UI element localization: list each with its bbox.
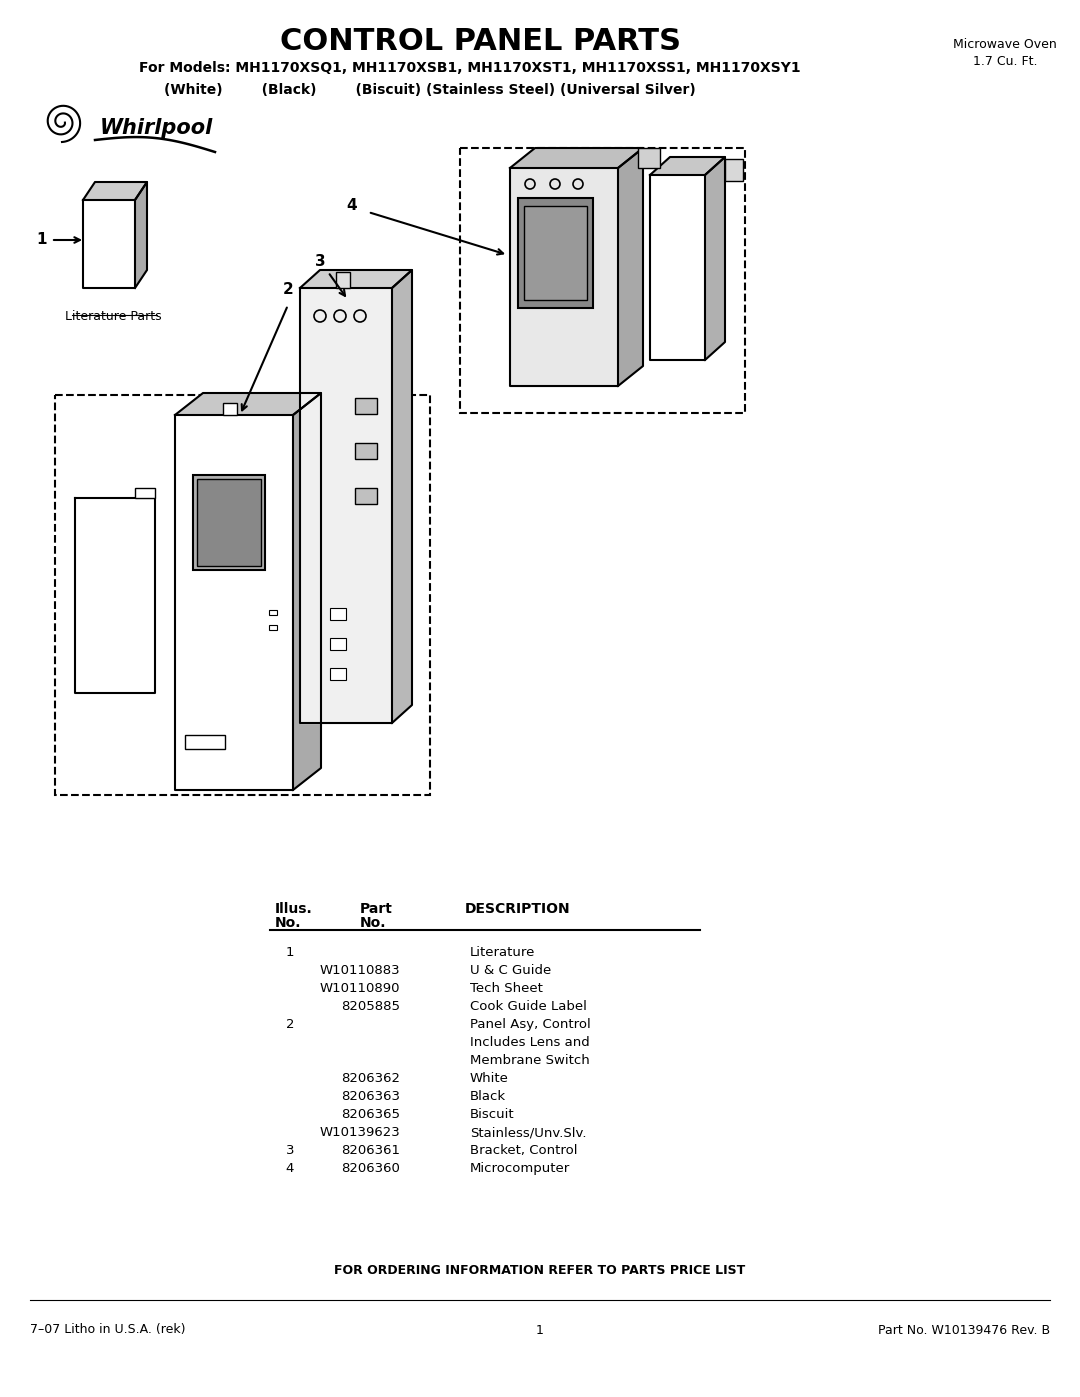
Bar — [355, 488, 377, 504]
Text: CONTROL PANEL PARTS: CONTROL PANEL PARTS — [280, 28, 680, 56]
Text: DESCRIPTION: DESCRIPTION — [465, 902, 570, 916]
Bar — [524, 205, 588, 300]
Text: W10110883: W10110883 — [320, 964, 400, 977]
Polygon shape — [510, 148, 643, 168]
Polygon shape — [83, 200, 135, 288]
Text: White: White — [470, 1071, 509, 1085]
Polygon shape — [83, 182, 147, 200]
Polygon shape — [510, 168, 618, 386]
Text: 8206361: 8206361 — [341, 1144, 400, 1157]
Polygon shape — [650, 175, 705, 360]
Text: 8206362: 8206362 — [341, 1071, 400, 1085]
Text: Bracket, Control: Bracket, Control — [470, 1144, 578, 1157]
Text: 2: 2 — [286, 1018, 294, 1031]
Bar — [355, 398, 377, 414]
Polygon shape — [650, 156, 725, 175]
Bar — [269, 610, 276, 615]
Text: 4: 4 — [286, 1162, 294, 1175]
Bar — [460, 148, 745, 414]
Text: Literature: Literature — [470, 946, 536, 958]
Bar — [135, 488, 156, 497]
Text: (White)        (Black)        (Biscuit) (Stainless Steel) (Universal Silver): (White) (Black) (Biscuit) (Stainless Ste… — [164, 82, 696, 96]
Text: 3: 3 — [314, 254, 325, 270]
Bar — [330, 638, 346, 650]
Bar — [185, 735, 225, 749]
Polygon shape — [705, 156, 725, 360]
Text: 1: 1 — [37, 232, 48, 247]
Text: FOR ORDERING INFORMATION REFER TO PARTS PRICE LIST: FOR ORDERING INFORMATION REFER TO PARTS … — [335, 1263, 745, 1277]
Text: 8206363: 8206363 — [341, 1090, 400, 1104]
Text: 2: 2 — [283, 282, 294, 298]
Text: 8206365: 8206365 — [341, 1108, 400, 1120]
Text: W10110890: W10110890 — [320, 982, 400, 995]
Text: 8205885: 8205885 — [341, 1000, 400, 1013]
Polygon shape — [618, 148, 643, 386]
Text: 7–07 Litho in U.S.A. (rek): 7–07 Litho in U.S.A. (rek) — [30, 1323, 186, 1337]
Text: For Models: MH1170XSQ1, MH1170XSB1, MH1170XST1, MH1170XSS1, MH1170XSY1: For Models: MH1170XSQ1, MH1170XSB1, MH11… — [139, 61, 800, 75]
Polygon shape — [75, 497, 156, 693]
Text: Whirlpool: Whirlpool — [100, 117, 213, 138]
Text: W10139623: W10139623 — [320, 1126, 400, 1139]
Bar — [336, 272, 350, 288]
Text: Part No. W10139476 Rev. B: Part No. W10139476 Rev. B — [878, 1323, 1050, 1337]
Bar — [222, 402, 237, 415]
Text: Biscuit: Biscuit — [470, 1108, 515, 1120]
Bar — [330, 668, 346, 680]
Text: Illus.: Illus. — [275, 902, 313, 916]
Bar — [518, 198, 593, 307]
Bar — [55, 395, 430, 795]
Bar — [197, 479, 261, 566]
Text: Microwave Oven
1.7 Cu. Ft.: Microwave Oven 1.7 Cu. Ft. — [954, 38, 1057, 68]
Text: Stainless/Unv.Slv.: Stainless/Unv.Slv. — [470, 1126, 586, 1139]
Bar — [725, 159, 743, 182]
Bar — [330, 608, 346, 620]
Text: Panel Asy, Control: Panel Asy, Control — [470, 1018, 591, 1031]
Polygon shape — [392, 270, 411, 724]
Text: 1: 1 — [536, 1323, 544, 1337]
Bar — [193, 475, 265, 570]
Polygon shape — [175, 393, 321, 415]
Polygon shape — [300, 288, 392, 724]
Text: U & C Guide: U & C Guide — [470, 964, 551, 977]
Text: Tech Sheet: Tech Sheet — [470, 982, 543, 995]
Text: No.: No. — [360, 916, 387, 930]
Polygon shape — [293, 393, 321, 789]
Text: Microcomputer: Microcomputer — [470, 1162, 570, 1175]
Text: No.: No. — [275, 916, 301, 930]
Polygon shape — [135, 182, 147, 288]
Polygon shape — [175, 415, 293, 789]
Text: Cook Guide Label: Cook Guide Label — [470, 1000, 586, 1013]
Text: 4: 4 — [347, 197, 357, 212]
Bar — [638, 148, 660, 168]
Text: Literature Parts: Literature Parts — [65, 310, 161, 323]
Bar — [269, 624, 276, 630]
Text: 3: 3 — [286, 1144, 294, 1157]
Text: Black: Black — [470, 1090, 507, 1104]
Polygon shape — [300, 270, 411, 288]
Text: Membrane Switch: Membrane Switch — [470, 1053, 590, 1067]
Text: 8206360: 8206360 — [341, 1162, 400, 1175]
Bar — [355, 443, 377, 460]
Text: Includes Lens and: Includes Lens and — [470, 1037, 590, 1049]
Text: Part: Part — [360, 902, 393, 916]
Text: 1: 1 — [286, 946, 294, 958]
